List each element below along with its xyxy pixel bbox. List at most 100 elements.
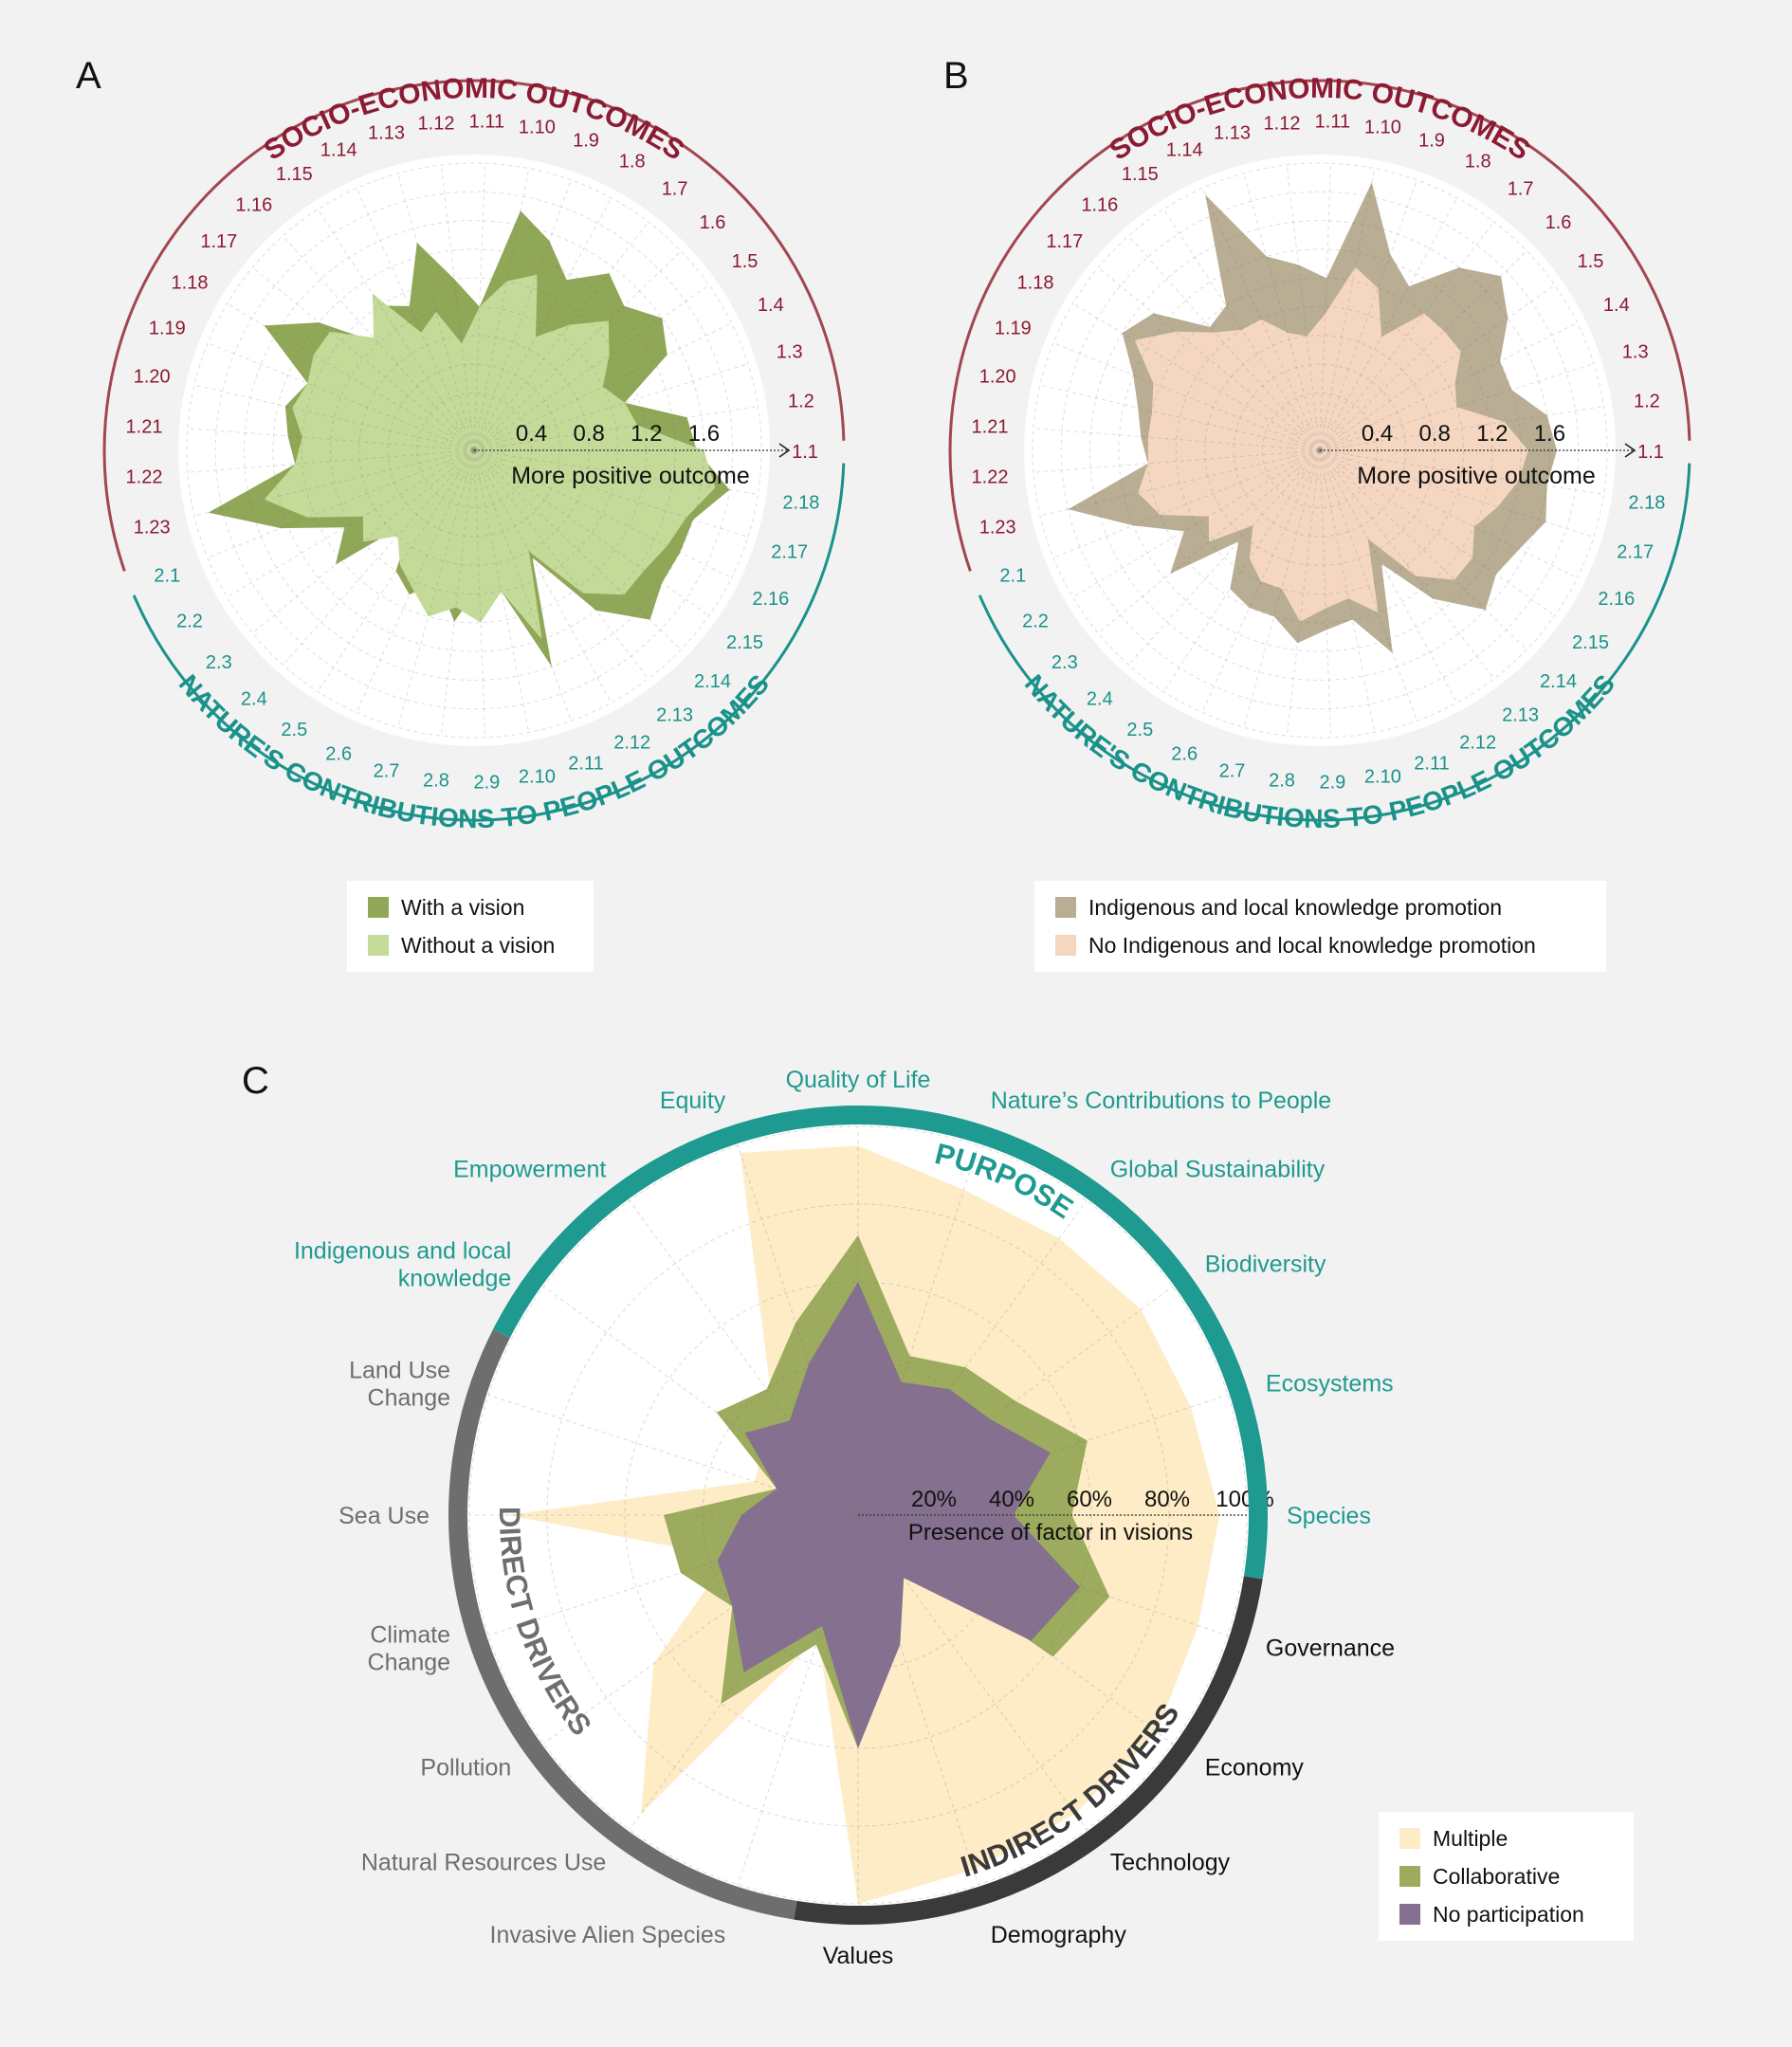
category-label: 2.10 xyxy=(519,767,556,788)
legend-label: Multiple xyxy=(1433,1825,1509,1851)
category-label: 1.10 xyxy=(519,117,556,137)
category-label: 2.2 xyxy=(176,611,203,631)
category-label: 1.2 xyxy=(1634,392,1660,412)
grid-spoke xyxy=(1319,406,1604,451)
category-label: Biodiversity xyxy=(1205,1251,1326,1277)
grid-spoke xyxy=(1072,449,1321,598)
category-label: 1.20 xyxy=(134,367,171,388)
grid-spoke xyxy=(1286,164,1321,451)
radial-axis-arrowhead xyxy=(778,443,791,458)
category-label: Technology xyxy=(1110,1850,1231,1876)
legend-label: Collaborative xyxy=(1433,1863,1561,1889)
category-label-line: Change xyxy=(368,1650,451,1676)
grid-spoke xyxy=(440,164,475,451)
radial-tick-label: 20% xyxy=(911,1487,957,1512)
category-label-line: knowledge xyxy=(398,1265,512,1291)
grid-spoke xyxy=(1319,284,1556,451)
grid-spoke xyxy=(1319,449,1556,616)
category-label: 1.2 xyxy=(788,392,814,412)
grid-spoke xyxy=(1162,449,1321,692)
grid-spoke xyxy=(473,449,759,495)
category-label: 1.1 xyxy=(1637,442,1664,463)
grid-ring xyxy=(330,306,618,594)
grid-ring xyxy=(244,220,704,681)
category-label: 2.2 xyxy=(1022,611,1049,631)
category-label: 2.14 xyxy=(1540,671,1577,692)
grid-spoke xyxy=(317,449,475,692)
category-label-line: Indigenous and local xyxy=(294,1237,511,1264)
category-label: 2.4 xyxy=(1087,689,1113,710)
legend-item: Collaborative xyxy=(1399,1857,1634,1895)
category-label: 1.19 xyxy=(149,319,186,339)
grid-spoke xyxy=(317,209,475,451)
grid-spoke xyxy=(1243,173,1321,451)
category-label: 1.12 xyxy=(418,113,455,134)
grid-spoke xyxy=(1033,428,1321,451)
legend-swatch xyxy=(1399,1828,1420,1849)
category-label: 2.8 xyxy=(423,771,449,792)
category-label: 2.16 xyxy=(752,589,789,610)
category-label-line: Climate xyxy=(370,1622,450,1649)
category-label: 1.16 xyxy=(1081,195,1118,216)
legend-item: Indigenous and local knowledge promotion xyxy=(1055,888,1606,926)
category-label-line: Land Use xyxy=(349,1357,450,1383)
category-label: 2.3 xyxy=(206,652,232,673)
grid-spoke xyxy=(473,449,613,704)
category-label: 2.6 xyxy=(325,744,352,765)
grid-spoke xyxy=(473,449,732,578)
category-label: 1.15 xyxy=(276,164,313,185)
grid-spoke xyxy=(1319,363,1595,451)
grid-spoke xyxy=(1319,322,1578,451)
legend-item: No participation xyxy=(1399,1895,1634,1933)
category-label: Pollution xyxy=(420,1755,511,1782)
category-label: 1.1 xyxy=(792,442,818,463)
legend-label: Without a vision xyxy=(401,932,556,958)
legend-item: With a vision xyxy=(368,888,594,926)
category-label: 1.14 xyxy=(320,140,357,161)
category-label: 1.20 xyxy=(979,367,1016,388)
legend-item: Without a vision xyxy=(368,926,594,964)
socio-economic-arc xyxy=(948,79,1691,572)
grid-spoke xyxy=(193,384,475,451)
category-label: 1.18 xyxy=(172,273,209,294)
grid-spoke xyxy=(1319,250,1527,451)
category-label: Global Sustainability xyxy=(1110,1156,1326,1182)
category-label: 1.7 xyxy=(662,178,688,199)
grid-spoke xyxy=(473,449,710,616)
grid-spoke xyxy=(1039,384,1321,451)
legend-label: Indigenous and local knowledge promotion xyxy=(1088,894,1503,920)
grid-spoke xyxy=(473,250,682,451)
grid-spoke xyxy=(473,449,649,680)
grid-spoke xyxy=(473,449,530,733)
category-label: 1.3 xyxy=(1622,342,1649,363)
purpose-arc xyxy=(493,1106,1268,1580)
category-label: 1.5 xyxy=(732,251,759,272)
category-label: 1.22 xyxy=(972,467,1009,488)
legend-b: Indigenous and local knowledge promotion… xyxy=(1034,881,1606,972)
grid-spoke xyxy=(1128,235,1321,451)
legend-label: With a vision xyxy=(401,894,525,920)
category-label: 2.12 xyxy=(1459,733,1496,754)
radial-tick-label: 0.4 xyxy=(1362,421,1393,447)
radial-tick-label: 1.6 xyxy=(1534,421,1565,447)
category-label: 1.22 xyxy=(126,467,163,488)
category-label: Sea Use xyxy=(338,1503,430,1529)
legend-swatch xyxy=(1399,1904,1420,1925)
grid-spoke xyxy=(1319,221,1495,451)
grid-ring xyxy=(1233,363,1407,538)
grid-spoke xyxy=(251,449,475,634)
radial-tick-label: 1.2 xyxy=(631,421,662,447)
category-label: 1.14 xyxy=(1166,140,1203,161)
legend-swatch xyxy=(1055,897,1076,918)
grid-spoke xyxy=(473,449,486,738)
series-area-2 xyxy=(1134,266,1528,622)
grid-spoke xyxy=(356,188,475,451)
category-label: 1.8 xyxy=(619,151,646,172)
category-label: Equity xyxy=(660,1087,726,1114)
legend-swatch xyxy=(1055,935,1076,956)
category-label: 1.13 xyxy=(1214,123,1251,144)
grid-spoke xyxy=(473,284,710,451)
category-label: 1.4 xyxy=(758,295,784,316)
category-label: Ecosystems xyxy=(1266,1370,1394,1397)
